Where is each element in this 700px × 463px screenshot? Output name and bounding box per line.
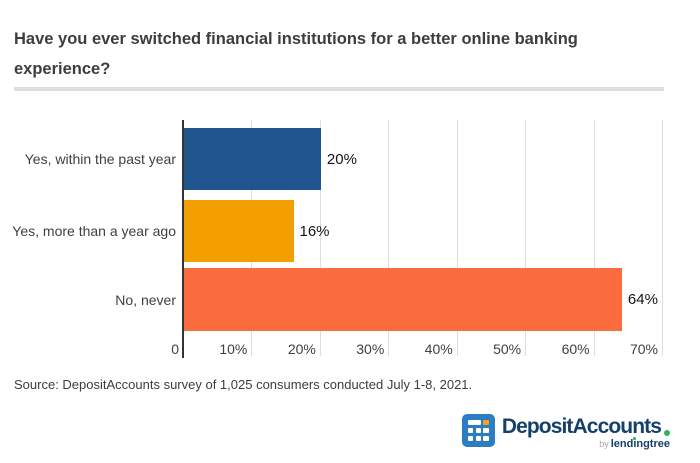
x-tick-label: 30% <box>356 341 385 357</box>
lendingtree-leaf-icon <box>633 437 637 440</box>
bar <box>184 268 622 331</box>
category-label: No, never <box>115 291 176 308</box>
icon-cell <box>475 427 481 434</box>
x-tick-label: 40% <box>424 341 453 357</box>
value-label: 16% <box>299 222 330 240</box>
icon-cell <box>467 420 481 426</box>
x-tick-label: 70% <box>629 341 658 357</box>
x-tick-label: 10% <box>219 341 248 357</box>
brand-wordmark: DepositAccounts <box>502 416 670 438</box>
category-label: Yes, more than a year ago <box>12 223 176 239</box>
x-tick-label: 0 <box>171 341 179 357</box>
icon-cell <box>467 435 474 441</box>
icon-cell <box>483 435 489 441</box>
x-gridline <box>319 120 321 356</box>
source-note: Source: DepositAccounts survey of 1,025 … <box>14 377 473 392</box>
chart-title: Have you ever switched financial institu… <box>14 30 578 78</box>
x-gridline <box>388 120 390 356</box>
value-label: 20% <box>326 150 357 168</box>
x-gridline <box>525 120 527 356</box>
bar <box>184 200 294 262</box>
byline-brand: lendingtree <box>610 438 670 450</box>
byline-prefix: by <box>599 439 609 449</box>
x-gridline <box>456 120 458 356</box>
x-tick-label: 50% <box>493 341 522 357</box>
icon-cell-accent <box>483 420 489 426</box>
category-label: Yes, within the past year <box>24 151 176 167</box>
x-gridline <box>662 120 663 356</box>
x-gridline <box>593 120 595 356</box>
title-divider <box>14 87 664 91</box>
value-label: 64% <box>627 291 658 308</box>
y-axis-line <box>182 120 184 358</box>
logo-byline: by lendingtree <box>599 437 670 450</box>
x-tick-label: 60% <box>561 341 590 357</box>
x-tick-label: 20% <box>287 341 316 357</box>
keypad-grid-icon <box>461 414 495 447</box>
icon-cell <box>483 427 489 434</box>
depositaccounts-logo: DepositAccounts by lendingtree <box>461 414 670 450</box>
logo-text: DepositAccounts by lendingtree <box>502 416 670 450</box>
icon-cell <box>467 427 474 434</box>
icon-cell <box>475 435 481 441</box>
leaf-dot-icon <box>664 430 670 436</box>
brand-name: DepositAccounts <box>501 415 662 438</box>
bar <box>184 128 321 190</box>
